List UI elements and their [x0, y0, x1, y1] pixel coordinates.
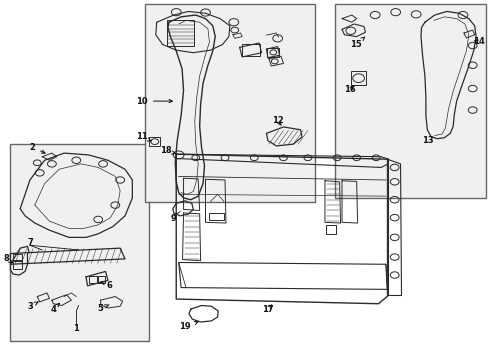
Bar [350, 71, 366, 85]
Text: 19: 19 [179, 321, 198, 331]
Bar [334, 4, 485, 198]
Text: 7: 7 [27, 238, 33, 247]
Bar [144, 4, 315, 202]
Bar [167, 21, 194, 45]
Bar [13, 254, 21, 260]
Text: 16: 16 [343, 85, 355, 94]
Text: 1: 1 [73, 324, 79, 333]
Bar [241, 44, 260, 56]
Text: 3: 3 [27, 302, 38, 311]
Text: 8: 8 [4, 255, 12, 264]
Text: 5: 5 [98, 303, 109, 312]
Text: 12: 12 [271, 116, 283, 125]
Text: 13: 13 [421, 136, 432, 145]
Bar [13, 261, 21, 269]
Text: 17: 17 [262, 305, 273, 314]
Bar [208, 213, 223, 220]
Bar [98, 276, 104, 283]
Text: 9: 9 [171, 214, 176, 223]
Text: 18: 18 [160, 146, 175, 155]
Bar [267, 48, 278, 57]
Bar [326, 225, 335, 234]
Text: 11: 11 [136, 132, 151, 141]
Text: 4: 4 [50, 303, 60, 314]
Text: 10: 10 [136, 96, 172, 105]
Bar [89, 276, 97, 283]
Text: 15: 15 [349, 37, 364, 49]
Bar [149, 137, 160, 146]
Bar [10, 144, 149, 341]
Text: 6: 6 [101, 280, 112, 289]
Text: 2: 2 [29, 143, 45, 153]
Text: 14: 14 [472, 37, 484, 46]
